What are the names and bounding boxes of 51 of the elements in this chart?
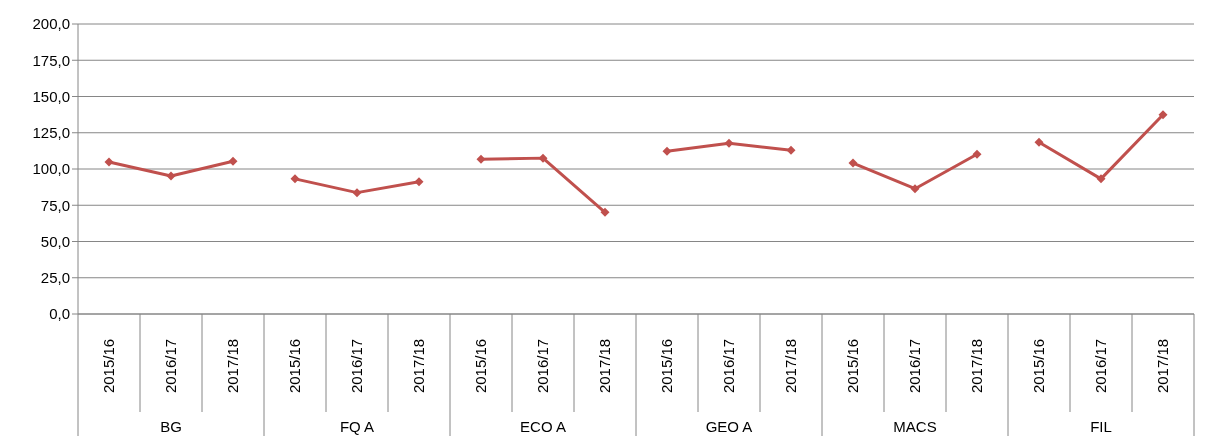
point: [352, 188, 362, 198]
point: [848, 158, 858, 168]
point: [1158, 110, 1168, 120]
point: [724, 138, 734, 148]
x-tick-label: 2016/17: [348, 338, 365, 394]
y-tick-label: 50,0: [40, 232, 70, 250]
point: [972, 149, 982, 159]
x-tick-label: 2017/18: [1154, 338, 1171, 394]
y-tick-label: 125,0: [32, 124, 70, 142]
text: FIL: [1090, 418, 1112, 435]
point: [910, 184, 920, 194]
y-tick-label: 175,0: [32, 51, 70, 69]
y-tick-label: 0,0: [49, 305, 70, 323]
point: [662, 146, 672, 156]
y-tick-label: 25,0: [40, 269, 70, 287]
x-tick-label: 2017/18: [968, 338, 985, 394]
point: [476, 154, 486, 164]
y-tick-label: 100,0: [32, 160, 70, 178]
y-tick-label: 150,0: [32, 87, 70, 105]
x-tick-label: 2016/17: [1092, 338, 1109, 394]
point: [1034, 137, 1044, 147]
y-tick-label: 75,0: [40, 196, 70, 214]
text: MACS: [893, 418, 937, 435]
y-tick-label: 200,0: [32, 15, 70, 33]
x-tick-label: 2016/17: [534, 338, 551, 394]
x-tick-label: 2017/18: [410, 338, 427, 394]
point: [786, 145, 796, 155]
text: ECO A: [520, 418, 566, 435]
point: [290, 174, 300, 184]
x-tick-label: 2015/16: [658, 338, 675, 394]
point: [104, 157, 114, 167]
x-tick-label: 2016/17: [720, 338, 737, 394]
x-tick-label: 2017/18: [782, 338, 799, 394]
point: [600, 207, 610, 217]
x-tick-label: 2016/17: [906, 338, 923, 394]
x-tick-label: 2015/16: [472, 338, 489, 394]
x-tick-label: 2015/16: [1030, 338, 1047, 394]
text: BG: [160, 418, 182, 435]
point: [414, 177, 424, 187]
x-tick-label: 2017/18: [224, 338, 241, 394]
x-tick-label: 2015/16: [100, 338, 117, 394]
text: GEO A: [705, 418, 753, 435]
x-tick-label: 2017/18: [596, 338, 613, 394]
x-tick-label: 2016/17: [162, 338, 179, 394]
point: [228, 156, 238, 166]
x-tick-label: 2015/16: [286, 338, 303, 394]
point: [1096, 174, 1106, 184]
x-tick-label: 2015/16: [844, 338, 861, 394]
point: [538, 153, 548, 163]
point: [166, 171, 176, 181]
text: FQ A: [339, 418, 375, 435]
